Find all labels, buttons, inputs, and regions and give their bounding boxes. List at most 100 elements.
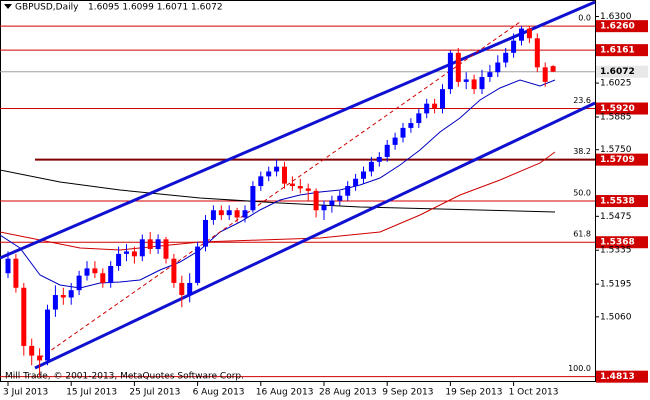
candle-body: [361, 171, 366, 179]
price-box: [596, 370, 648, 383]
candle-body: [542, 67, 548, 82]
candle-body: [274, 166, 280, 172]
candle-body: [376, 156, 382, 162]
candle-body: [353, 178, 359, 187]
x-tick-label: 25 Jul 2013: [129, 388, 180, 398]
candle-body: [432, 103, 438, 109]
candle-body: [76, 275, 82, 291]
candle-body: [447, 52, 453, 90]
fib-label: 100.0: [568, 364, 591, 373]
candle-body: [258, 176, 264, 187]
candle-body: [495, 62, 501, 73]
y-tick-label: 1.5885: [600, 112, 632, 122]
candle-body: [455, 52, 461, 82]
candle-body: [108, 265, 114, 283]
candle-body: [37, 355, 43, 361]
candle-body: [147, 239, 153, 250]
candle-body: [242, 210, 248, 218]
candle-body: [218, 210, 224, 216]
x-tick-label: 19 Sep 2013: [445, 388, 502, 398]
price-box: [596, 195, 648, 208]
price-label: 1.5538: [600, 197, 635, 207]
candle-body: [179, 282, 185, 296]
y-tick-label: 1.6300: [600, 12, 632, 22]
price-label: 1.5709: [600, 155, 635, 165]
candle-body: [479, 77, 485, 90]
candle-body: [416, 113, 422, 124]
y-tick-label: 1.5060: [600, 312, 632, 322]
candle-body: [195, 246, 201, 283]
plot-frame: [0, 0, 596, 382]
fib-label: 38.2: [573, 147, 591, 156]
price-label: 1.6072: [600, 67, 635, 77]
candle-body: [534, 38, 540, 68]
x-tick-label: 3 Jul 2013: [3, 388, 48, 398]
candle-body: [400, 127, 406, 138]
candle-body: [210, 210, 216, 220]
candle-body: [282, 166, 287, 184]
price-box: [596, 153, 648, 166]
candle-body: [92, 268, 98, 274]
candle-body: [13, 258, 19, 288]
candle-body: [519, 28, 524, 41]
candle-body: [329, 200, 335, 206]
ohlc: 1.6095 1.6099 1.6071 1.6072: [88, 3, 223, 13]
candle-body: [187, 282, 193, 296]
x-tick-label: 15 Jul 2013: [66, 388, 117, 398]
candle-body: [503, 52, 509, 63]
candle-body: [171, 258, 177, 283]
candle-body: [5, 258, 11, 274]
x-tick-label: 9 Sep 2013: [382, 388, 433, 398]
candle-body: [526, 28, 532, 39]
fib-label: 50.0: [573, 189, 591, 198]
candle-body: [52, 295, 58, 310]
candle-body: [139, 239, 145, 257]
candle-body: [487, 72, 493, 78]
candle-body: [463, 79, 469, 82]
channel-lower: [34, 101, 596, 370]
y-tick-label: 1.6025: [600, 79, 632, 89]
candle-body: [408, 123, 414, 128]
candle-body: [163, 239, 169, 259]
y-tick-label: 1.5335: [600, 246, 632, 256]
price-label: 1.6161: [600, 46, 635, 56]
candle-body: [345, 186, 351, 196]
candle-body: [203, 219, 208, 247]
candle-body: [305, 188, 311, 191]
price-label: 1.6260: [600, 22, 635, 32]
fib-label: 61.8: [573, 230, 591, 239]
price-label: 1.5368: [600, 238, 635, 248]
candle-body: [471, 79, 477, 90]
candle-body: [84, 268, 90, 276]
candle-body: [29, 345, 35, 356]
candle-body: [100, 273, 106, 283]
candle-body: [68, 290, 74, 298]
price-box: [596, 44, 648, 57]
candle-body: [440, 89, 445, 109]
candle-body: [313, 190, 319, 211]
candle-body: [226, 210, 232, 216]
symbol: GBPUSD,Daily: [15, 3, 79, 13]
candle-body: [550, 66, 556, 72]
candle-body: [234, 210, 240, 218]
candle-body: [124, 251, 129, 254]
x-tick-label: 6 Aug 2013: [193, 388, 245, 398]
candle-body: [337, 195, 343, 201]
fib-label: 23.6: [573, 96, 591, 105]
candle-body: [511, 40, 517, 53]
x-tick-label: 1 Oct 2013: [509, 388, 559, 398]
candle-body: [250, 186, 256, 211]
header: GBPUSD,Daily 1.6095 1.6099 1.6071 1.6072: [4, 3, 223, 13]
channel-upper: [0, 0, 596, 260]
price-box: [596, 102, 648, 115]
fib-label: 0.0: [578, 14, 591, 23]
candle-body: [368, 161, 374, 172]
candle-body: [60, 295, 66, 298]
y-tick-label: 1.5475: [600, 212, 632, 222]
candle-body: [424, 103, 430, 114]
x-tick-label: 16 Aug 2013: [256, 388, 314, 398]
candle-body: [321, 205, 327, 211]
candle-body: [116, 253, 122, 266]
candle-body: [131, 251, 137, 257]
